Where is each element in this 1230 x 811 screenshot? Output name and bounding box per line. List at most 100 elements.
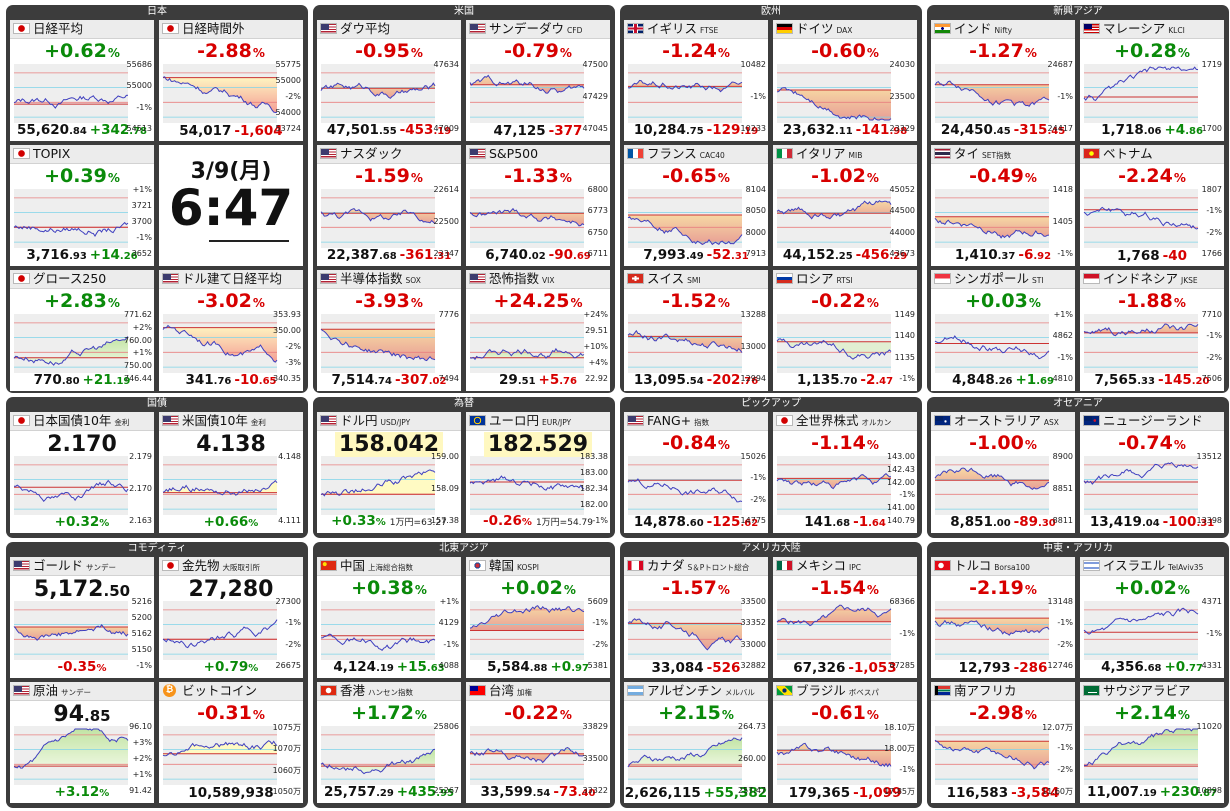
market-card[interactable]: サンデーダウ CFD -0.79% 47,125 -377 47500 47429 47045 xyxy=(466,20,610,141)
market-card[interactable]: スイス SMI -1.52% 13,095.54 -202.76 13288 13000 12… xyxy=(624,270,768,391)
market-card[interactable]: 日経平均 +0.62% 55,620.84 +342.78 55686 55000 -1% 5… xyxy=(10,20,154,141)
change-percent-text: +0.33 xyxy=(331,513,376,529)
price-difference-main: -73 xyxy=(553,784,578,800)
market-card[interactable]: グロース250 +2.83% 770.80 +21.19 771.62 +2% 760.00… xyxy=(10,270,154,391)
market-card[interactable]: イタリア MIB -1.02% 44,152.25 -456.29 45052 44500 4… xyxy=(773,145,917,266)
market-card[interactable]: 恐怖指数 VIX +24.25% 29.51 +5.76 +24% 29.51 +10% +4%… xyxy=(466,270,610,391)
price-difference: -125.62 xyxy=(707,514,759,530)
axis-label: 33000 xyxy=(740,640,766,649)
axis-label: 33352 xyxy=(740,618,766,627)
market-card[interactable]: マレーシア KLCI +0.28% 1,718.06 +4.86 1719 1700 xyxy=(1080,20,1224,141)
market-card[interactable]: イスラエル TelAviv35 +0.02% 4,356.68 +0.77 4371 -1%… xyxy=(1080,557,1224,678)
price-line xyxy=(776,87,892,121)
market-card[interactable]: 米国債10年 金利 4.138 +0.66% 4.148 4.111 xyxy=(159,412,303,533)
market-card[interactable]: ベトナム -2.24% 1,768 -40 1807 -1% -2% 1766 xyxy=(1080,145,1224,266)
instrument-name-text: カナダ xyxy=(647,558,685,573)
price-chart xyxy=(627,189,743,248)
instrument-subtitle: DAX xyxy=(836,26,853,35)
instrument-subtitle: EUR/JPY xyxy=(542,418,572,427)
market-card[interactable]: ドル建て日経平均 -3.02% 341.76 -10.65 353.93 350.00 -2… xyxy=(159,270,303,391)
market-card[interactable]: 全世界株式 オルカン -1.14% 141.68 -1.64 143.00 142.43 14… xyxy=(773,412,917,533)
card-header: 韓国 KOSPI xyxy=(466,557,610,576)
market-card[interactable]: S&P500 -1.33% 6,740.02 -90.69 6800 6773 6750 67… xyxy=(466,145,610,266)
market-card[interactable]: 原油 サンデー 94.85 +3.12% 96.10 +3% +2% +1% 91.42 xyxy=(10,682,154,803)
axis-label: -1% xyxy=(899,490,915,499)
instrument-name-text: メキシコ xyxy=(796,558,847,573)
flag-us-icon xyxy=(320,273,337,284)
market-card[interactable]: 中国 上海総合指数 +0.38% 4,124.19 +15.63 +1% 4129 -1% 40… xyxy=(317,557,461,678)
market-card[interactable]: シンガポール STI +0.03% 4,848.26 +1.69 +1% 4862 -1% 48… xyxy=(931,270,1075,391)
current-price: 3,716.93 xyxy=(26,247,86,263)
market-card[interactable]: サウジアラビア +2.14% 11,007.19 +230.87 11020 10898 xyxy=(1080,682,1224,803)
change-percent-value: -2.88 xyxy=(197,40,252,62)
change-percent: +0.33% 1万円=63.27 xyxy=(317,513,461,532)
price-chart xyxy=(1083,189,1199,248)
market-card[interactable]: ナスダック -1.59% 22,387.68 -361.31 22614 22500 223… xyxy=(317,145,461,266)
market-card[interactable]: ドル円 USD/JPY 158.042 +0.33% 1万円=63.27 159.00 15… xyxy=(317,412,461,533)
market-card[interactable]: トルコ Borsa100 -2.19% 12,793 -286 13148 -1% -2% 12… xyxy=(931,557,1075,678)
price-difference-decimal: .64 xyxy=(868,518,886,529)
market-card[interactable]: 韓国 KOSPI +0.02% 5,584.88 +0.97 5609 -1% -2% 5381 xyxy=(466,557,610,678)
market-card[interactable]: 香港 ハンセン指数 +1.72% 25,757.29 +435.95 25806 25267 xyxy=(317,682,461,803)
market-card[interactable]: アルゼンチン メルバル +2.15% 2,626,115 +55,382 264.73 26… xyxy=(624,682,768,803)
axis-label: -1% xyxy=(1057,92,1073,101)
market-card[interactable]: インドネシア JKSE -1.88% 7,565.33 -145.20 7710 -1% -2… xyxy=(1080,270,1224,391)
market-card[interactable]: ダウ平均 -0.95% 47,501.55 -453.19 47634 47009 xyxy=(317,20,461,141)
flag-tr-icon xyxy=(934,560,951,571)
price-difference-main: -456 xyxy=(855,247,890,263)
percent-sign: % xyxy=(414,583,427,597)
market-card[interactable]: 金先物 大阪取引所 27,280 +0.79% 27300 -1% -2% 26675 xyxy=(159,557,303,678)
current-value-main: 4.138 xyxy=(196,432,266,457)
instrument-subtitle: ボベスパ xyxy=(848,688,879,697)
price-chart xyxy=(1083,601,1199,660)
market-card[interactable]: TOPIX +0.39% 3,716.93 +14.26 +1% 3721 3700 -1% 3… xyxy=(10,145,154,266)
market-card[interactable]: ロシア RTSI -0.22% 1,135.70 -2.47 1149 1140 1135 -1… xyxy=(773,270,917,391)
market-card[interactable]: タイ SET指数 -0.49% 1,410.37 -6.92 1418 1405 -1% xyxy=(931,145,1075,266)
market-card[interactable]: インド Nifty -1.27% 24,450.45 -315.45 24687 -1% 24… xyxy=(931,20,1075,141)
market-card[interactable]: ブラジル ボベスパ -0.61% 179,365 -1,099 18.10万 18.00万 -… xyxy=(773,682,917,803)
price-row: 7,993.49 -52.31 xyxy=(624,247,768,265)
market-card[interactable]: ニュージーランド -0.74% 13,419.04 -100.31 13512 13398 xyxy=(1080,412,1224,533)
flag-cn-icon xyxy=(320,560,337,571)
price-line xyxy=(1083,607,1199,635)
price-chart xyxy=(627,456,743,515)
price-line xyxy=(469,347,585,361)
axis-label: 17.85万 xyxy=(884,787,915,796)
market-card[interactable]: 台湾 加権 -0.22% 33,599.54 -73.40 33829 33500 33322 xyxy=(466,682,610,803)
market-card[interactable]: フランス CAC40 -0.65% 7,993.49 -52.31 8104 8050 800… xyxy=(624,145,768,266)
price-difference: -129.19 xyxy=(707,122,759,138)
market-card[interactable]: 日本国債10年 金利 2.170 +0.32% 2.179 2.170 2.163 xyxy=(10,412,154,533)
axis-label: 4371 xyxy=(1201,597,1222,606)
axis-label: 6800 xyxy=(587,185,608,194)
current-price-main: 13,419 xyxy=(1089,514,1142,530)
market-card[interactable]: ₿ ビットコイン -0.31% 10,589,938 1075万 1070万 1060万 10… xyxy=(159,682,303,803)
price-line xyxy=(934,335,1050,360)
card-header: ベトナム xyxy=(1080,145,1224,164)
instrument-name-text: 日経平均 xyxy=(33,21,84,36)
price-row: 55,620.84 +342.78 xyxy=(10,122,154,140)
instrument-subtitle: RTSI xyxy=(836,276,853,285)
price-difference-decimal: .29 xyxy=(889,251,908,262)
market-card[interactable]: 日経時間外 -2.88% 54,017 -1,604 55775 55000 -2% 5400… xyxy=(159,20,303,141)
market-card[interactable]: カナダ S＆Pトロント総合 -1.57% 33,084 -526 33500 33352 33… xyxy=(624,557,768,678)
market-card[interactable]: ゴールド サンデー 5,172.50 -0.35% 5216 5200 5162 5150 -1… xyxy=(10,557,154,678)
market-card[interactable]: 南アフリカ -2.98% 116,583 -3,584 12.07万 -1% -2% 11.6… xyxy=(931,682,1075,803)
market-card[interactable]: オーストラリア ASX -1.00% 8,851.00 -89.30 8900 8851 88… xyxy=(931,412,1075,533)
instrument-name: トルコ Borsa100 xyxy=(954,558,1030,576)
axis-label: 3721 xyxy=(131,201,152,210)
axis-label: 33322 xyxy=(582,786,608,795)
instrument-subtitle: サンデー xyxy=(86,563,117,572)
market-card[interactable]: メキシコ IPC -1.54% 67,326 -1,053 68366 -1% 67285 xyxy=(773,557,917,678)
market-card[interactable]: FANG+ 指数 -0.84% 14,878.60 -125.62 15026 -1% -2%… xyxy=(624,412,768,533)
current-price-main: 3,716 xyxy=(26,247,70,263)
market-card[interactable]: ドイツ DAX -0.60% 23,632.11 -141.98 24030 23500 23… xyxy=(773,20,917,141)
market-card[interactable]: ユーロ円 EUR/JPY 182.529 -0.26% 1万円=54.79 183.38 1… xyxy=(466,412,610,533)
axis-label: -1% xyxy=(592,516,608,525)
instrument-name: メキシコ IPC xyxy=(796,558,861,576)
axis-label: 1149 xyxy=(894,310,915,319)
axis-label: 47500 xyxy=(582,60,608,69)
market-card[interactable]: 半導体指数 SOX -3.93% 7,514.74 -307.02 7776 7494 xyxy=(317,270,461,391)
instrument-name-text: ビットコイン xyxy=(182,683,258,698)
market-card[interactable]: イギリス FTSE -1.24% 10,284.75 -129.19 10482 -1% 10… xyxy=(624,20,768,141)
price-row: 4,356.68 +0.77 xyxy=(1080,659,1224,677)
